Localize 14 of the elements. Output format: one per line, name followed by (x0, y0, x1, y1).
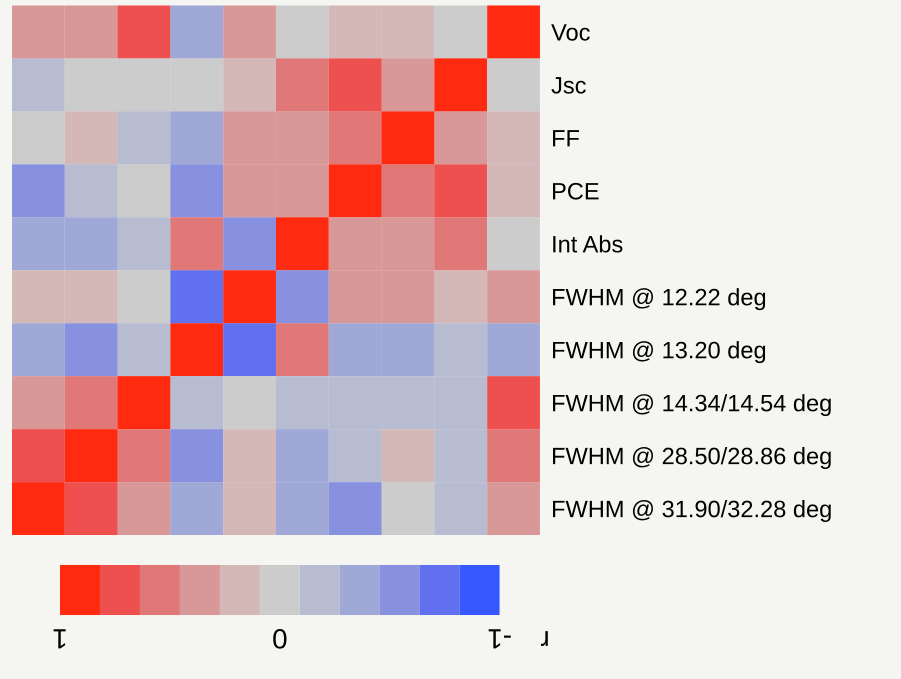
y-tick-label: Voc (551, 24, 590, 41)
y-tick-label: FWHM @ 12.22 deg (553, 288, 766, 310)
y-tick-label: FWHM @ 31.90/32.28 deg (553, 500, 831, 522)
y-tick-label: FWHM @ 13.20 deg (553, 341, 766, 364)
y-tick-label: FWHM @ 28.50/28.86 deg (553, 447, 831, 470)
y-tick-label: PCE (553, 182, 599, 200)
y-tick-label: Int Abs (553, 235, 622, 253)
y-tick-label: FF (553, 130, 579, 146)
y-tick-label: FWHM @ 14.34/14.54 deg (553, 394, 831, 416)
color-bar-label: -1 (488, 629, 511, 648)
color-bar-label: 0 (273, 629, 286, 649)
color-bar-title: r (540, 631, 548, 646)
y-tick-label: Jsc (551, 77, 586, 94)
color-bar-label: 1 (54, 629, 66, 648)
